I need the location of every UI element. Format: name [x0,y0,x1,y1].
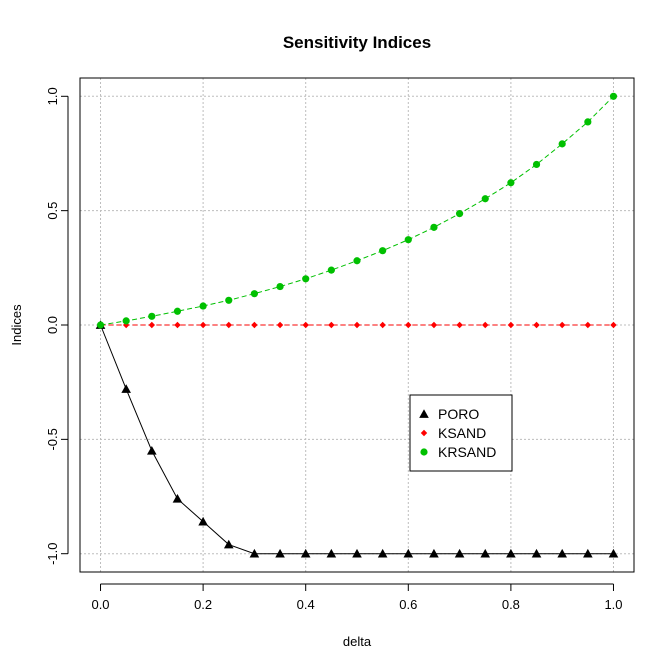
point-ksand [610,321,617,329]
point-krsand [430,223,438,231]
point-krsand [276,282,284,291]
point-krsand [96,321,105,329]
point-ksand [174,321,181,329]
point-ksand [379,321,386,329]
series-layer [95,92,619,558]
point-ksand [276,321,284,329]
point-krsand [173,307,182,315]
point-krsand [122,317,130,325]
legend-marker-krsand [420,448,428,456]
point-poro [249,548,260,558]
chart-title: Sensitivity Indices [283,33,431,52]
point-krsand [584,118,592,126]
legend-label-krsand: KRSAND [438,444,496,460]
point-krsand [199,302,207,310]
point-poro [506,548,516,558]
point-poro [300,548,311,558]
point-ksand [456,321,463,329]
x-tick-label: 0.6 [399,597,417,612]
point-ksand [148,321,156,329]
y-tick-label: -0.5 [45,428,60,450]
legend-marker-poro [419,409,429,418]
point-ksand [353,321,361,329]
point-krsand [250,290,259,298]
x-tick-label: 0.8 [502,597,520,612]
plot-frame [79,77,635,573]
series-ksand [97,321,617,329]
y-tick-label: 0.0 [45,316,60,334]
point-krsand [558,140,566,148]
y-tick-label: 0.5 [45,202,60,220]
point-krsand [302,275,310,283]
legend-marker-ksand [420,429,428,437]
series-poro [95,320,619,558]
point-poro [223,539,234,549]
point-ksand [328,321,335,329]
point-krsand [353,257,361,265]
point-poro [531,548,542,558]
series-krsand [96,92,618,329]
point-poro [352,548,362,558]
point-poro [480,548,491,558]
point-ksand [584,321,592,329]
point-poro [326,548,337,558]
point-ksand [533,321,540,329]
point-poro [172,494,183,503]
point-poro [275,548,285,558]
point-krsand [507,179,515,187]
x-tick-label: 0.0 [91,597,109,612]
point-ksand [430,321,438,329]
point-poro [377,548,388,558]
point-poro [403,548,414,558]
point-ksand [302,321,309,329]
point-ksand [199,321,207,329]
point-poro [608,548,619,558]
point-poro [429,548,439,558]
point-krsand [609,92,618,100]
point-ksand [558,321,566,329]
y-tick-label: -1.0 [45,543,60,565]
point-ksand [251,321,258,329]
point-krsand [225,296,233,304]
legend-label-ksand: KSAND [438,425,486,441]
point-krsand [148,312,156,320]
y-axis: -1.0 -0.5 0.0 0.5 1.0 [45,87,69,565]
point-krsand [327,266,335,274]
point-poro [147,445,157,455]
point-poro [454,548,465,558]
point-ksand [405,321,412,329]
x-axis-label: delta [343,634,372,649]
point-poro [557,548,567,558]
x-tick-label: 0.4 [297,597,315,612]
point-krsand [379,247,387,255]
legend-box [409,394,513,472]
legend: PORO KSAND KRSAND [409,394,513,472]
point-krsand [404,236,412,244]
y-tick-label: 1.0 [45,87,60,105]
point-poro [121,384,131,393]
y-axis-label: Indices [9,304,24,346]
point-ksand [482,321,489,329]
x-tick-label: 1.0 [604,597,622,612]
point-ksand [225,321,232,329]
point-ksand [507,321,515,329]
point-poro [198,516,208,526]
point-krsand [481,195,489,203]
point-krsand [455,210,464,218]
x-tick-label: 0.2 [194,597,212,612]
point-poro [583,548,593,558]
legend-label-poro: PORO [438,406,479,422]
x-axis: 0.0 0.2 0.4 0.6 0.8 1.0 [91,583,623,612]
point-krsand [532,160,541,169]
